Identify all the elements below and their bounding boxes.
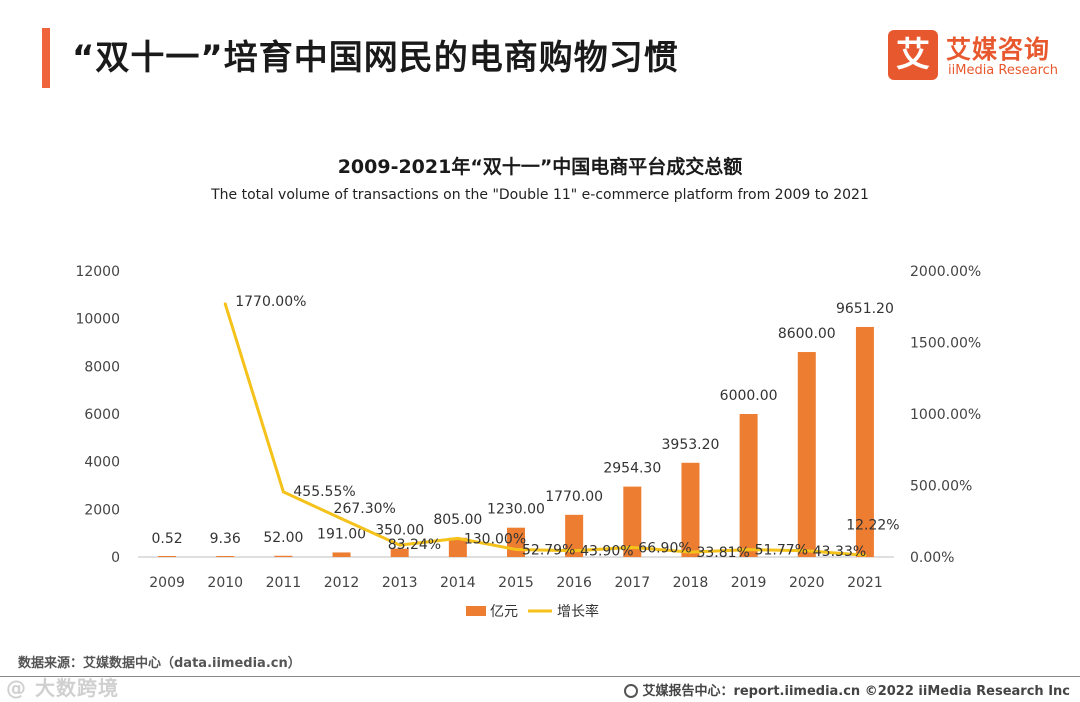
- x-tick-label: 2014: [440, 575, 476, 591]
- y-left-tick-label: 4000: [84, 455, 120, 471]
- x-tick-label: 2010: [207, 575, 243, 591]
- bar: [216, 556, 235, 557]
- bar-value-label: 350.00: [375, 523, 424, 539]
- bar-value-label: 8600.00: [778, 326, 836, 342]
- x-tick-label: 2021: [847, 575, 883, 591]
- legend-bar-label: 亿元: [490, 604, 518, 620]
- bar-value-label: 805.00: [433, 512, 482, 528]
- data-source: 数据来源：艾媒数据中心（data.iimedia.cn）: [18, 656, 301, 671]
- growth-rate-point: [688, 550, 692, 554]
- bar: [623, 486, 642, 557]
- growth-rate-line: [223, 303, 866, 557]
- growth-rate-point: [223, 302, 227, 306]
- bar: [681, 462, 700, 557]
- x-tick-label: 2011: [266, 575, 302, 591]
- bar-value-label: 52.00: [263, 530, 303, 546]
- footer-divider: [0, 676, 1080, 677]
- bar-value-label: 0.52: [151, 531, 182, 547]
- growth-rate-point: [514, 547, 518, 551]
- bar: [332, 552, 351, 557]
- y-left-tick-label: 8000: [84, 359, 120, 375]
- bar-value-label: 2954.30: [603, 461, 661, 477]
- bar-value-label: 9.36: [210, 531, 241, 547]
- y-left-tick-label: 2000: [84, 502, 120, 518]
- growth-rate-label: 83.24%: [388, 537, 441, 553]
- growth-rate-point: [572, 549, 576, 553]
- growth-rate-point: [805, 549, 809, 553]
- bar: [158, 556, 177, 557]
- growth-rate-label: 33.81%: [696, 545, 749, 561]
- chart-title: 2009-2021年“双十一”中国电商平台成交总额: [337, 156, 743, 178]
- growth-rate-point: [863, 553, 867, 557]
- report-center-text: 艾媒报告中心：report.iimedia.cn ©2022 iiMedia R…: [642, 684, 1070, 699]
- legend-line-label: 增长率: [557, 603, 599, 620]
- y-right-tick-label: 500.00%: [910, 479, 972, 495]
- y-right-tick-label: 0.00%: [910, 550, 954, 566]
- watermark: @ 大数跨境: [6, 676, 119, 700]
- growth-rate-label: 43.90%: [580, 544, 633, 560]
- growth-rate-point: [630, 545, 634, 549]
- growth-rate-label: 130.00%: [464, 531, 526, 547]
- growth-rate-label: 43.33%: [813, 544, 866, 560]
- bar-value-label: 9651.20: [836, 301, 894, 317]
- growth-rate-label: 1770.00%: [235, 294, 306, 310]
- growth-rate-label: 51.77%: [755, 543, 808, 559]
- growth-rate-point: [456, 536, 460, 540]
- growth-rate-point: [340, 517, 344, 521]
- growth-rate-point: [281, 490, 285, 494]
- y-right-tick-label: 1500.00%: [910, 336, 981, 352]
- y-left-tick-label: 10000: [75, 312, 120, 328]
- bar-value-label: 1230.00: [487, 502, 545, 518]
- growth-rate-label: 455.55%: [293, 484, 355, 500]
- iimedia-logo: 艾 艾媒咨询 iiMedia Research: [888, 30, 1068, 84]
- bar: [855, 326, 874, 557]
- legend-bar-swatch: [466, 606, 486, 616]
- y-left-tick-label: 6000: [84, 407, 120, 423]
- logo-mark: 艾: [888, 30, 938, 80]
- x-tick-label: 2009: [149, 575, 185, 591]
- bar-value-label: 1770.00: [545, 489, 603, 505]
- x-tick-label: 2018: [673, 575, 709, 591]
- page-title: “双十一”培育中国网民的电商购物习惯: [72, 38, 679, 78]
- y-left-tick-label: 12000: [75, 264, 120, 280]
- x-tick-label: 2020: [789, 575, 825, 591]
- x-tick-label: 2016: [556, 575, 592, 591]
- y-left-tick-label: 0: [111, 550, 120, 566]
- logo-chinese-name: 艾媒咨询: [946, 35, 1051, 64]
- growth-rate-point: [747, 548, 751, 552]
- bar: [390, 548, 409, 557]
- bar-value-label: 191.00: [317, 526, 366, 542]
- title-accent-bar: [42, 28, 50, 88]
- bar: [797, 352, 816, 557]
- growth-rate-label: 12.22%: [846, 517, 899, 533]
- growth-rate-label: 66.90%: [638, 540, 691, 556]
- x-tick-label: 2017: [614, 575, 650, 591]
- bar-value-label: 3953.20: [662, 437, 720, 453]
- growth-rate-point: [398, 543, 402, 547]
- growth-rate-label: 52.79%: [522, 542, 575, 558]
- growth-rate-label: 267.30%: [334, 501, 396, 517]
- bar-value-label: 6000.00: [720, 388, 778, 404]
- x-tick-label: 2015: [498, 575, 534, 591]
- bar: [274, 555, 293, 557]
- report-center-footer: 艾媒报告中心：report.iimedia.cn ©2022 iiMedia R…: [624, 680, 1070, 699]
- y-right-tick-label: 2000.00%: [910, 264, 981, 280]
- chart-subtitle: The total volume of transactions on the …: [211, 187, 869, 203]
- y-right-tick-label: 1000.00%: [910, 407, 981, 423]
- bar: [565, 514, 584, 557]
- x-tick-label: 2019: [731, 575, 767, 591]
- bar: [448, 537, 467, 557]
- logo-english-name: iiMedia Research: [948, 63, 1059, 78]
- x-tick-label: 2012: [324, 575, 360, 591]
- bar: [739, 414, 758, 557]
- globe-icon: [624, 684, 639, 698]
- x-tick-label: 2013: [382, 575, 418, 591]
